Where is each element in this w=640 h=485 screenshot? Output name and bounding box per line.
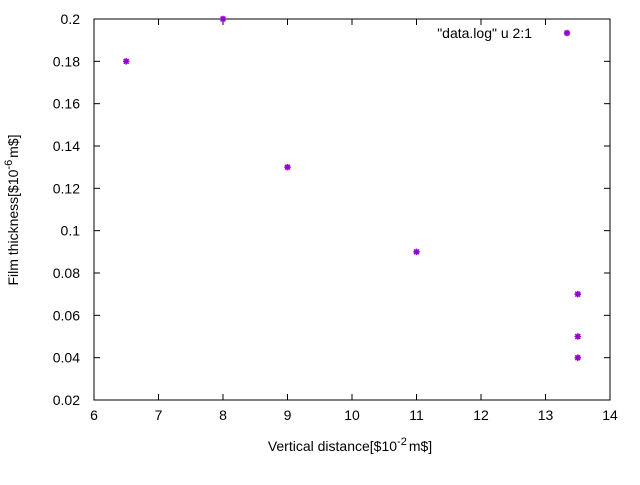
x-axis-label-main: Vertical distance[$10 [268,438,397,454]
y-tick-label: 0.04 [53,350,80,366]
y-axis-label: Film thickness[$10-6 m$] [3,134,21,285]
y-tick-label: 0.14 [53,138,80,154]
y-tick-label: 0.12 [53,180,80,196]
y-tick-label: 0.06 [53,307,80,323]
x-tick-label: 12 [473,407,489,423]
x-tick-label: 13 [538,407,554,423]
x-tick-label: 11 [409,407,424,423]
y-tick-label: 0.18 [53,53,80,69]
x-tick-label: 6 [90,407,98,423]
y-tick-label: 0.16 [53,96,80,112]
legend-marker [563,29,571,37]
x-tick-label: 9 [284,407,292,423]
x-tick-label: 8 [219,407,227,423]
y-axis-label-exponent: -6 [3,160,15,170]
x-axis: 6 7 8 9 10 11 12 13 14 [90,19,618,423]
y-axis-label-main: Film thickness[$10 [5,169,21,285]
x-tick-label: 10 [344,407,360,423]
data-point [574,333,581,340]
data-point [123,58,130,65]
data-point [574,290,581,298]
y-tick-label: 0.02 [53,392,80,408]
y-tick-label: 0.2 [61,11,81,27]
x-tick-label: 14 [602,407,618,423]
y-axis-label-unit: m$] [5,134,21,157]
legend-marker-star [563,29,571,37]
x-axis-label-exponent: -2 [397,436,407,448]
legend: "data.log" u 2:1 [437,25,571,41]
data-point [219,15,227,23]
y-tick-label: 0.1 [61,223,81,239]
x-axis-label-unit: m$] [409,438,432,454]
legend-label: "data.log" u 2:1 [437,25,532,41]
data-point [284,163,291,171]
plot-frame [93,18,611,401]
x-tick-label: 7 [155,407,163,423]
x-axis-label: Vertical distance[$10-2 m$] [268,436,432,454]
data-point [574,354,581,361]
y-axis: 0.02 0.04 0.06 0.08 0.1 0.12 0.14 0.16 0.18 0.2 [53,11,610,408]
data-point [413,248,420,256]
data-points [123,15,581,361]
y-tick-label: 0.08 [53,265,80,281]
